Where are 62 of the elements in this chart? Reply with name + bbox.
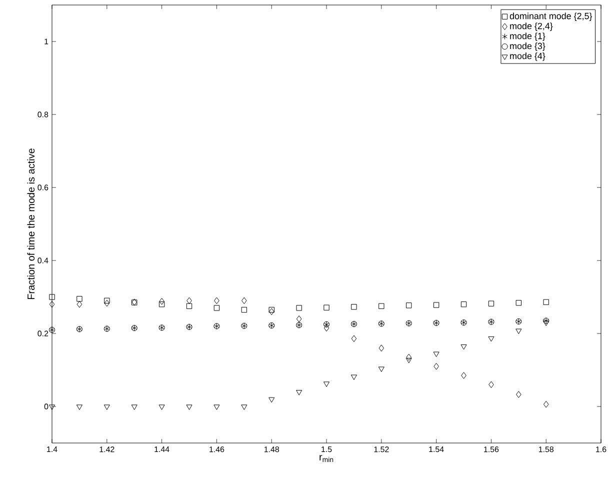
point	[214, 404, 220, 410]
point	[76, 296, 82, 302]
point	[324, 304, 330, 310]
legend-label: mode {3}	[510, 42, 546, 51]
point	[186, 303, 192, 309]
point	[433, 352, 440, 358]
point	[351, 335, 357, 342]
point	[378, 303, 384, 309]
legend-label: mode {4}	[510, 52, 546, 61]
point	[296, 390, 302, 396]
point	[378, 366, 384, 372]
point	[159, 298, 164, 305]
point	[241, 404, 248, 410]
point	[186, 297, 192, 304]
point	[324, 324, 330, 332]
point	[158, 404, 165, 410]
point	[543, 320, 550, 326]
point	[516, 328, 522, 334]
point	[49, 300, 55, 308]
legend-label: mode {1}	[510, 32, 546, 41]
point	[488, 300, 494, 306]
point	[296, 305, 302, 311]
point	[460, 344, 467, 350]
point	[406, 302, 412, 308]
point	[296, 315, 302, 322]
point	[543, 299, 549, 305]
point	[516, 300, 522, 306]
point	[242, 297, 247, 304]
y-axis-title: Fraction of time the mode is active	[27, 148, 35, 300]
point	[434, 362, 439, 370]
point	[49, 294, 55, 300]
x-axis-title: r$_{min}$	[320, 455, 334, 462]
point	[268, 308, 274, 316]
point	[488, 336, 494, 342]
point	[104, 298, 110, 304]
point	[186, 404, 192, 410]
point	[543, 400, 549, 408]
point	[461, 372, 466, 379]
point	[268, 397, 275, 403]
point	[241, 306, 247, 313]
point	[488, 381, 494, 388]
point	[158, 301, 165, 308]
point	[131, 404, 138, 410]
point	[406, 358, 412, 364]
point	[323, 382, 330, 387]
legend-label: mode {2,4}	[510, 22, 553, 31]
legend-label: dominant mode {2,5}	[510, 12, 592, 21]
point	[516, 391, 522, 398]
point	[378, 344, 384, 352]
point	[350, 374, 357, 380]
point	[76, 300, 82, 308]
point	[460, 301, 467, 308]
point	[214, 305, 220, 311]
point	[104, 300, 110, 307]
point	[214, 297, 220, 304]
point	[406, 354, 412, 361]
point	[351, 304, 357, 310]
point	[433, 302, 440, 308]
point	[48, 404, 56, 410]
point	[268, 306, 274, 313]
point	[76, 404, 82, 410]
point	[104, 404, 110, 410]
